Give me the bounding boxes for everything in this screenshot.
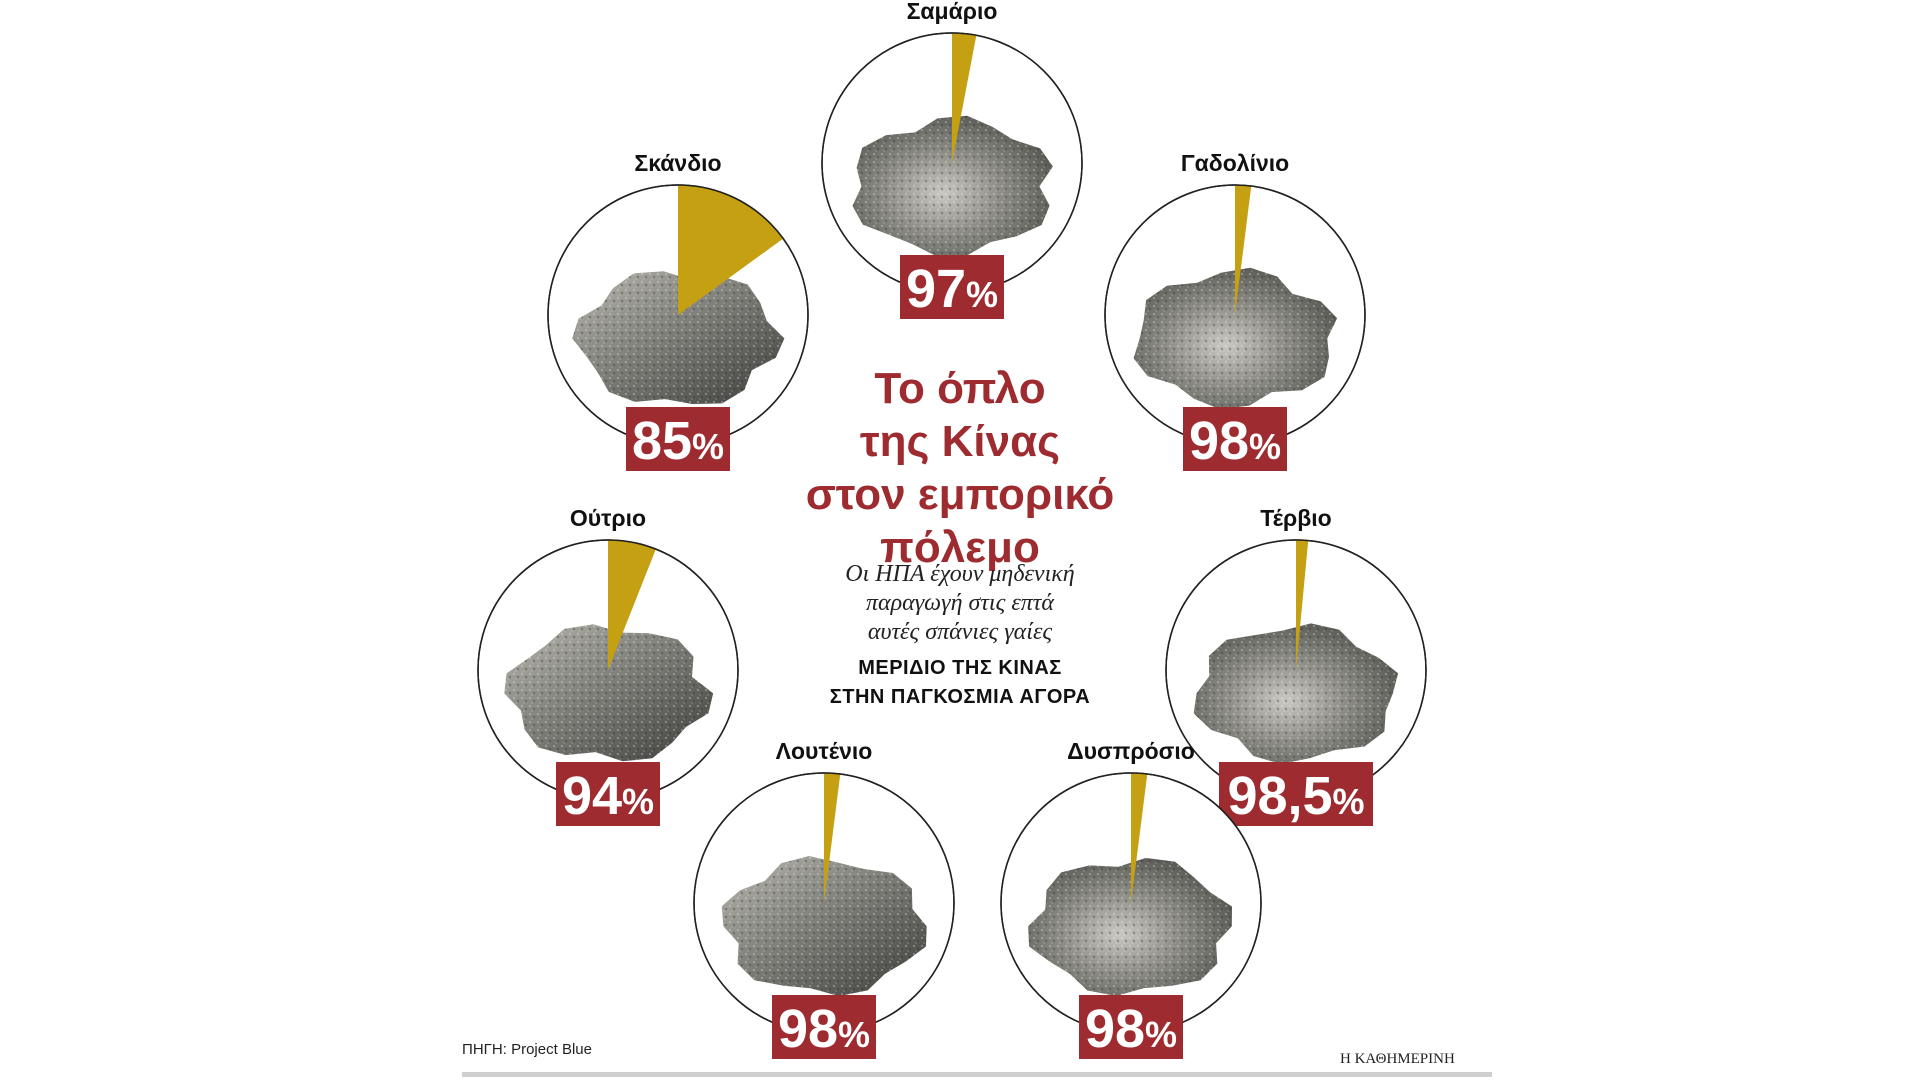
percent-badge [1183,407,1287,471]
element-pie: Λουτένιο 98% [693,738,955,1059]
mineral-texture [721,856,927,997]
percent-badge [900,255,1004,319]
rest-of-world-slice [608,540,656,670]
percent-badge [1219,762,1373,826]
percent-label: 98% [1189,411,1281,471]
rest-of-world-slice [678,185,784,315]
pie-group: Σαμάριο 97% Σκάνδιο 85% Γαδολίνιο 98% Ούτριο 94… [477,0,1427,1059]
element-name-label: Σκάνδιο [634,150,721,176]
percent-badge [772,995,876,1059]
element-pie: Σαμάριο 97% [821,0,1083,319]
percent-label: 85% [632,411,724,471]
element-pie: Σκάνδιο 85% [547,150,809,471]
source-note: ΠΗΓΗ: Project Blue [462,1041,592,1058]
mineral-texture [504,624,714,762]
element-pie: Δυσπρόσιο 98% [1000,738,1262,1059]
title-line: Το όπλο [874,364,1046,413]
element-name-label: Σαμάριο [907,0,998,24]
percent-label: 98,5% [1227,766,1364,826]
share-label: ΜΕΡΙΔΙΟ ΤΗΣ ΚΙΝΑΣ ΣΤΗΝ ΠΑΓΚΟΣΜΙΑ ΑΓΟΡΑ [785,654,1135,712]
element-pie: Ούτριο 94% [477,505,739,826]
percent-badge [556,762,660,826]
percent-badge [1079,995,1183,1059]
main-title: Το όπλο της Κίνας στον εμπορικό πόλεμο [785,362,1135,574]
share-label-line: ΣΤΗΝ ΠΑΓΚΟΣΜΙΑ ΑΓΟΡΑ [829,686,1091,708]
mineral-texture [1028,857,1232,996]
mineral-texture [572,271,785,404]
element-pie: Γαδολίνιο 98% [1104,150,1366,471]
rest-of-world-slice [1235,185,1252,315]
publisher-name: Η ΚΑΘΗΜΕΡΙΝΗ [1340,1051,1455,1067]
rest-of-world-slice [1296,540,1309,670]
element-name-label: Γαδολίνιο [1181,150,1289,176]
title-line: πόλεμο [880,523,1040,572]
subtitle-line: αυτές σπάνιες γαίες [867,619,1053,645]
footer-rule [462,1072,1492,1077]
mineral-texture [1133,267,1338,410]
element-name-label: Δυσπρόσιο [1067,738,1195,764]
mineral-texture [852,115,1053,257]
percent-label: 94% [562,766,654,826]
element-name-label: Λουτένιο [776,738,873,764]
share-label-line: ΜΕΡΙΔΙΟ ΤΗΣ ΚΙΝΑΣ [858,657,1062,679]
percent-label: 98% [1085,999,1177,1059]
element-name-label: Τέρβιο [1260,505,1331,531]
title-line: στον εμπορικό [805,470,1115,519]
mineral-texture [1193,623,1399,764]
title-line: της Κίνας [859,417,1061,466]
element-name-label: Ούτριο [570,505,646,531]
percent-label: 98% [778,999,870,1059]
rest-of-world-slice [824,773,841,903]
subtitle-line: παραγωγή στις επτά [865,590,1054,616]
rest-of-world-slice [1131,773,1148,903]
subtitle-line: Οι ΗΠΑ έχουν μηδενική [845,561,1075,587]
subtitle: Οι ΗΠΑ έχουν μηδενική παραγωγή στις επτά… [785,560,1135,647]
element-pie: Τέρβιο 98,5% [1165,505,1427,826]
percent-badge [626,407,730,471]
rest-of-world-slice [952,33,977,163]
percent-label: 97% [906,259,998,319]
